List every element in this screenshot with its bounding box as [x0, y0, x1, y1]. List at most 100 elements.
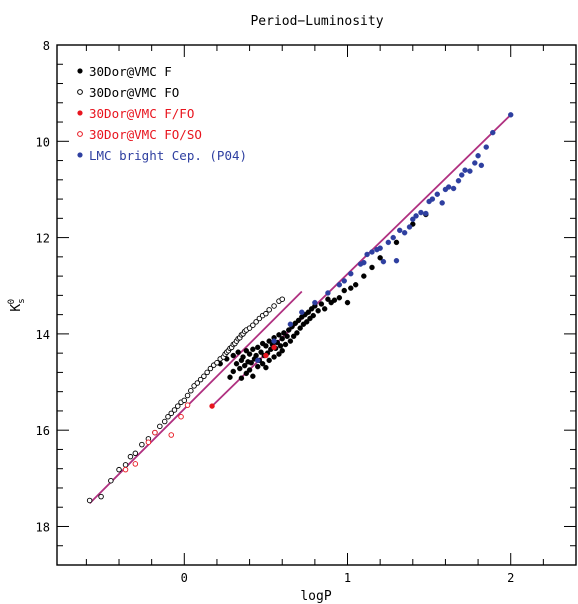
- data-point-s5: [393, 258, 400, 264]
- svg-text:Ks0: Ks0: [7, 298, 27, 311]
- data-point-s1: [361, 273, 367, 279]
- data-point-s5: [385, 239, 392, 246]
- data-point-s4: [122, 466, 129, 473]
- data-point-s1: [227, 374, 233, 380]
- data-point-s5: [406, 224, 413, 230]
- x-tick-label: 2: [507, 571, 514, 585]
- data-point-s1: [348, 285, 354, 291]
- data-point-s2: [108, 477, 114, 484]
- data-point-s1: [279, 348, 285, 354]
- data-point-s1: [325, 296, 331, 302]
- legend-label: 30Dor@VMC F: [89, 64, 172, 79]
- data-point-s2: [184, 392, 191, 399]
- data-point-s4: [132, 461, 139, 467]
- data-point-s5: [341, 278, 347, 284]
- y-tick-label: 10: [36, 135, 50, 149]
- data-point-s1: [310, 312, 316, 319]
- data-point-s4: [145, 439, 152, 445]
- data-point-s2: [188, 387, 194, 394]
- data-point-s5: [271, 338, 277, 344]
- y-tick-label: 16: [36, 424, 50, 438]
- data-point-s1: [284, 333, 290, 339]
- data-point-s4: [152, 429, 158, 436]
- data-point-s3: [209, 403, 215, 409]
- data-point-s2: [132, 450, 139, 457]
- data-point-s5: [401, 230, 408, 236]
- data-point-s1: [235, 349, 241, 355]
- data-point-s1: [282, 341, 289, 348]
- data-point-s2: [263, 310, 269, 317]
- data-point-s5: [478, 162, 485, 169]
- legend-marker: [77, 131, 83, 137]
- y-tick-label: 12: [36, 232, 50, 246]
- data-point-s1: [246, 351, 253, 357]
- data-point-s5: [325, 290, 331, 296]
- data-point-s1: [263, 364, 269, 371]
- data-point-s1: [287, 338, 294, 344]
- data-point-s5: [397, 227, 403, 234]
- plot-frame: [56, 44, 577, 566]
- data-point-s1: [237, 365, 243, 372]
- data-point-s4: [168, 432, 174, 438]
- data-point-s5: [423, 210, 429, 217]
- data-point-s5: [439, 200, 445, 206]
- y-axis-label-main: K: [9, 304, 24, 312]
- data-point-s1: [304, 319, 310, 325]
- data-point-s5: [450, 185, 457, 192]
- data-point-s1: [250, 346, 256, 352]
- data-point-s5: [490, 129, 496, 136]
- data-point-s1: [271, 354, 277, 360]
- x-tick-label: 0: [181, 571, 188, 585]
- data-point-s4: [178, 413, 184, 420]
- chart-title: Period−Luminosity: [250, 14, 383, 29]
- data-point-s5: [299, 309, 305, 315]
- legend-marker: [77, 89, 83, 95]
- data-point-s1: [243, 348, 250, 354]
- data-point-s2: [161, 418, 168, 425]
- data-point-s1: [295, 317, 302, 324]
- data-point-s2: [204, 369, 210, 376]
- data-point-s2: [271, 303, 277, 309]
- y-axis-label: Ks0: [7, 298, 27, 311]
- x-tick-label: 1: [344, 571, 351, 585]
- data-point-s5: [508, 112, 514, 118]
- data-point-s1: [233, 361, 240, 367]
- data-point-s5: [413, 213, 419, 219]
- data-point-s1: [305, 309, 312, 315]
- data-point-s1: [258, 349, 264, 355]
- legend-marker: [77, 68, 83, 74]
- data-point-s1: [263, 343, 269, 349]
- legend-label: LMC bright Cep. (P04): [89, 148, 247, 163]
- data-point-s5: [364, 251, 370, 258]
- legend-label: 30Dor@VMC FO: [89, 85, 179, 100]
- data-point-s2: [165, 413, 171, 420]
- data-point-s1: [276, 332, 282, 338]
- y-tick-label: 18: [36, 520, 50, 534]
- data-point-s2: [122, 462, 129, 468]
- data-point-s5: [255, 357, 261, 364]
- data-point-s3: [271, 344, 277, 351]
- data-point-s1: [277, 343, 284, 349]
- data-point-s5: [418, 209, 424, 216]
- legend: 30Dor@VMC F 30Dor@VMC FO 30Dor@VMC F/FO 30D…: [77, 64, 247, 163]
- data-point-s2: [116, 466, 122, 473]
- data-point-s1: [344, 299, 351, 306]
- data-point-s2: [171, 407, 178, 413]
- data-point-s2: [86, 497, 93, 504]
- data-point-s5: [459, 172, 465, 178]
- y-axis-label-sub: s: [17, 298, 27, 303]
- data-point-s5: [483, 144, 489, 150]
- data-point-s1: [238, 375, 245, 381]
- data-point-s2: [201, 373, 207, 380]
- data-point-s5: [429, 196, 436, 202]
- data-point-s1: [259, 361, 266, 367]
- data-point-s5: [380, 258, 387, 265]
- data-point-s5: [472, 160, 478, 166]
- data-point-s5: [348, 271, 354, 277]
- data-point-s1: [315, 308, 321, 314]
- legend-label: 30Dor@VMC FO/SO: [89, 127, 202, 142]
- data-point-s1: [393, 239, 400, 246]
- data-point-s5: [445, 184, 452, 190]
